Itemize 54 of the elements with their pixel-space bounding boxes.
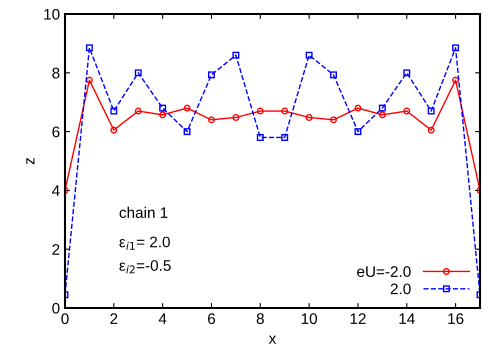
point <box>159 111 166 118</box>
point <box>256 108 264 114</box>
point <box>110 108 118 114</box>
point <box>86 44 93 52</box>
x-tick-label: 0 <box>61 313 69 324</box>
x-tick-label: 8 <box>256 313 264 324</box>
y-axis-title: z <box>26 158 34 164</box>
point <box>354 128 362 136</box>
point <box>403 69 410 76</box>
x-tick-label: 10 <box>302 313 318 324</box>
point <box>184 128 191 136</box>
annotation: chain 1 <box>120 206 168 218</box>
point <box>306 52 313 59</box>
legend-label: eU=-2.0 <box>357 266 411 277</box>
x-tick-label: 14 <box>399 313 415 324</box>
point <box>330 71 337 78</box>
point <box>378 111 386 118</box>
point <box>452 76 460 84</box>
point <box>354 104 362 112</box>
point <box>232 114 240 121</box>
point <box>134 108 142 114</box>
point <box>281 134 288 141</box>
x-tick-label: 6 <box>208 313 216 324</box>
legend-label: 2.0 <box>390 283 411 294</box>
point <box>208 71 215 78</box>
y-tick-label: 2 <box>52 244 60 255</box>
point <box>159 104 166 112</box>
x-tick-label: 2 <box>110 313 118 324</box>
annotation: ε$_{i2}$=-0.5 <box>119 260 171 274</box>
point <box>306 114 313 121</box>
annotation: ε$_{i1}$= 2.0 <box>119 236 170 250</box>
y-tick-label: 6 <box>52 126 60 138</box>
y-tick-label: 10 <box>44 8 60 20</box>
x-tick-label: 16 <box>448 313 464 324</box>
y-tick-label: 0 <box>52 302 60 314</box>
point <box>208 116 215 124</box>
point <box>256 134 264 141</box>
point <box>281 108 288 114</box>
point <box>403 108 410 114</box>
point <box>184 104 191 112</box>
x-tick-label: 12 <box>350 313 366 324</box>
x-tick-label: 4 <box>158 313 166 324</box>
point <box>232 52 240 59</box>
point <box>330 116 337 124</box>
point <box>428 126 435 134</box>
point <box>378 104 386 112</box>
point <box>428 108 435 114</box>
point <box>86 76 93 84</box>
y-tick-label: 4 <box>52 185 60 196</box>
point <box>452 44 460 52</box>
x-axis-title: x <box>268 336 276 344</box>
point <box>134 69 142 76</box>
point <box>110 126 118 134</box>
y-tick-label: 8 <box>52 68 60 78</box>
